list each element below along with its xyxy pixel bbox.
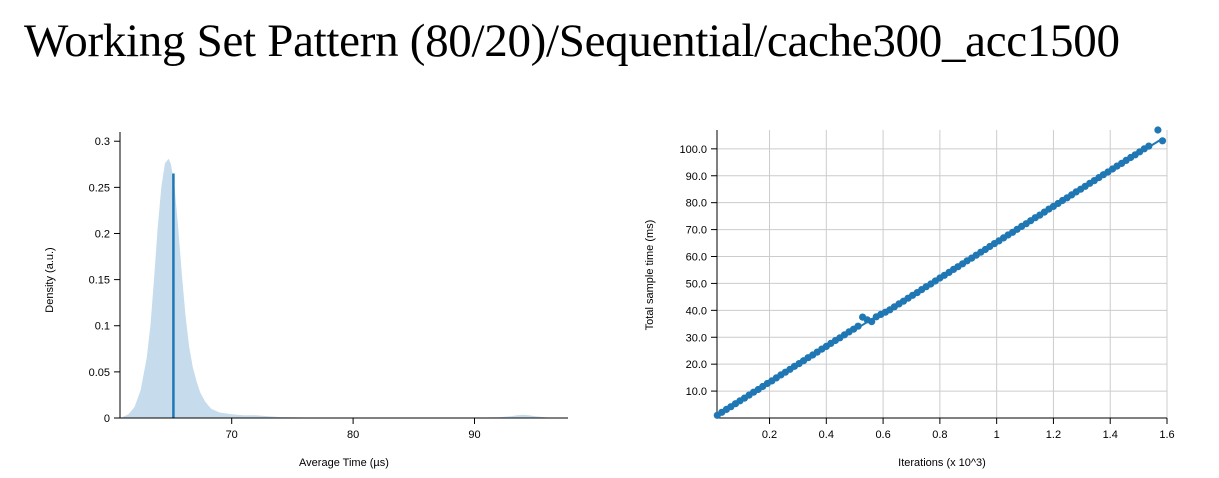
density-y-tick-label: 0.05 [89, 367, 110, 379]
page-title: Working Set Pattern (80/20)/Sequential/c… [24, 15, 1120, 67]
density-y-tick-label: 0.1 [95, 321, 110, 333]
density-plot-area [122, 158, 560, 419]
samples-y-tick-label: 10.0 [686, 386, 707, 398]
samples-y-tick-label: 50.0 [686, 278, 707, 290]
samples-y-tick-label: 90.0 [686, 171, 707, 183]
density-x-axis: 70 80 90 [120, 417, 568, 441]
samples-x-tick-label: 1.2 [1046, 429, 1061, 441]
density-x-axis-label: Average Time (µs) [299, 457, 389, 469]
density-chart: 70 80 90 0 0.05 0.1 0.15 0.2 0.25 0.3 Average Ti… [44, 132, 568, 469]
samples-x-tick-label: 0.4 [819, 429, 834, 441]
density-y-tick-label: 0 [104, 413, 110, 425]
samples-y-tick-label: 100.0 [679, 144, 707, 156]
density-x-tick-label: 90 [468, 429, 480, 441]
sample-point [1158, 137, 1167, 145]
samples-x-tick-label: 0.2 [762, 429, 777, 441]
samples-y-tick-label: 20.0 [686, 359, 707, 371]
sample-point [1154, 126, 1162, 134]
samples-y-tick-label: 60.0 [686, 252, 707, 264]
samples-y-axis-label: Total sample time (ms) [644, 220, 656, 331]
samples-x-axis: 0.2 0.4 0.6 0.8 1 1.2 1.4 1.6 [717, 417, 1175, 441]
samples-x-tick-label: 1.6 [1159, 429, 1174, 441]
samples-y-tick-label: 30.0 [686, 332, 707, 344]
density-area [122, 158, 560, 419]
sample-point [1145, 142, 1153, 150]
density-y-axis-label: Density (a.u.) [44, 247, 56, 312]
samples-x-tick-label: 0.6 [875, 429, 890, 441]
density-y-tick-label: 0.15 [89, 275, 110, 287]
samples-x-axis-label: Iterations (x 10^3) [898, 457, 986, 469]
samples-grid [717, 130, 1168, 418]
samples-x-tick-label: 0.8 [932, 429, 947, 441]
density-y-tick-label: 0.2 [95, 228, 110, 240]
sample-point [854, 322, 862, 330]
density-y-tick-label: 0.3 [95, 136, 110, 148]
samples-y-axis: 10.0 20.0 30.0 40.0 50.0 60.0 70.0 80.0 90.0 100.… [679, 130, 718, 418]
samples-y-tick-label: 80.0 [686, 198, 707, 210]
density-x-tick-label: 80 [347, 429, 359, 441]
samples-y-tick-label: 70.0 [686, 225, 707, 237]
samples-x-tick-label: 1 [994, 429, 1000, 441]
samples-plot-area [713, 126, 1167, 419]
density-x-tick-label: 70 [226, 429, 238, 441]
density-y-axis: 0 0.05 0.1 0.15 0.2 0.25 0.3 [89, 132, 121, 425]
density-y-tick-label: 0.25 [89, 182, 110, 194]
samples-y-tick-label: 40.0 [686, 305, 707, 317]
samples-x-tick-label: 1.4 [1103, 429, 1118, 441]
sample-point [868, 318, 876, 326]
samples-chart: 0.2 0.4 0.6 0.8 1 1.2 1.4 1.6 10.0 20.0 30.0 40.0 5… [644, 126, 1175, 469]
